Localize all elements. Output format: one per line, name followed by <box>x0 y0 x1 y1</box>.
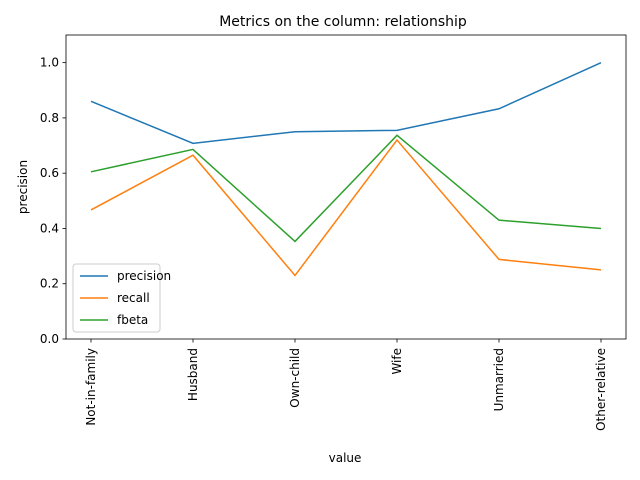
legend-box <box>72 263 161 333</box>
y-tick-label: 1.0 <box>40 56 59 70</box>
legend-label-fbeta: fbeta <box>117 313 148 327</box>
legend-label-precision: precision <box>117 269 171 283</box>
series-line-fbeta <box>90 134 602 243</box>
x-tick-label: Other-relative <box>594 348 608 431</box>
x-tick-label: Unmarried <box>492 348 506 411</box>
series-line-precision <box>90 61 602 145</box>
y-tick-label: 0.2 <box>40 277 59 291</box>
x-axis-label: value <box>329 451 362 465</box>
y-tick-label: 0.0 <box>40 332 59 346</box>
x-tick-label: Wife <box>390 348 404 375</box>
y-tick-label: 0.6 <box>40 166 59 180</box>
chart-title: Metrics on the column: relationship <box>219 14 467 30</box>
y-axis-label: precision <box>16 160 30 214</box>
y-axis: 0.0 0.2 0.4 0.6 0.8 1.0 <box>40 56 66 346</box>
series-line-recall <box>90 138 602 277</box>
x-tick-label: Own-child <box>288 348 302 408</box>
x-axis: Not-in-family Husband Own-child Wife Unmarri… <box>84 339 608 431</box>
axes-frame <box>65 34 627 340</box>
y-tick-label: 0.4 <box>40 221 59 235</box>
y-tick-label: 0.8 <box>40 111 59 125</box>
x-tick-label: Not-in-family <box>84 348 98 426</box>
legend: precision recall fbeta <box>72 263 171 333</box>
x-tick-label: Husband <box>186 348 200 401</box>
plot-area <box>65 34 627 340</box>
legend-label-recall: recall <box>117 291 150 305</box>
